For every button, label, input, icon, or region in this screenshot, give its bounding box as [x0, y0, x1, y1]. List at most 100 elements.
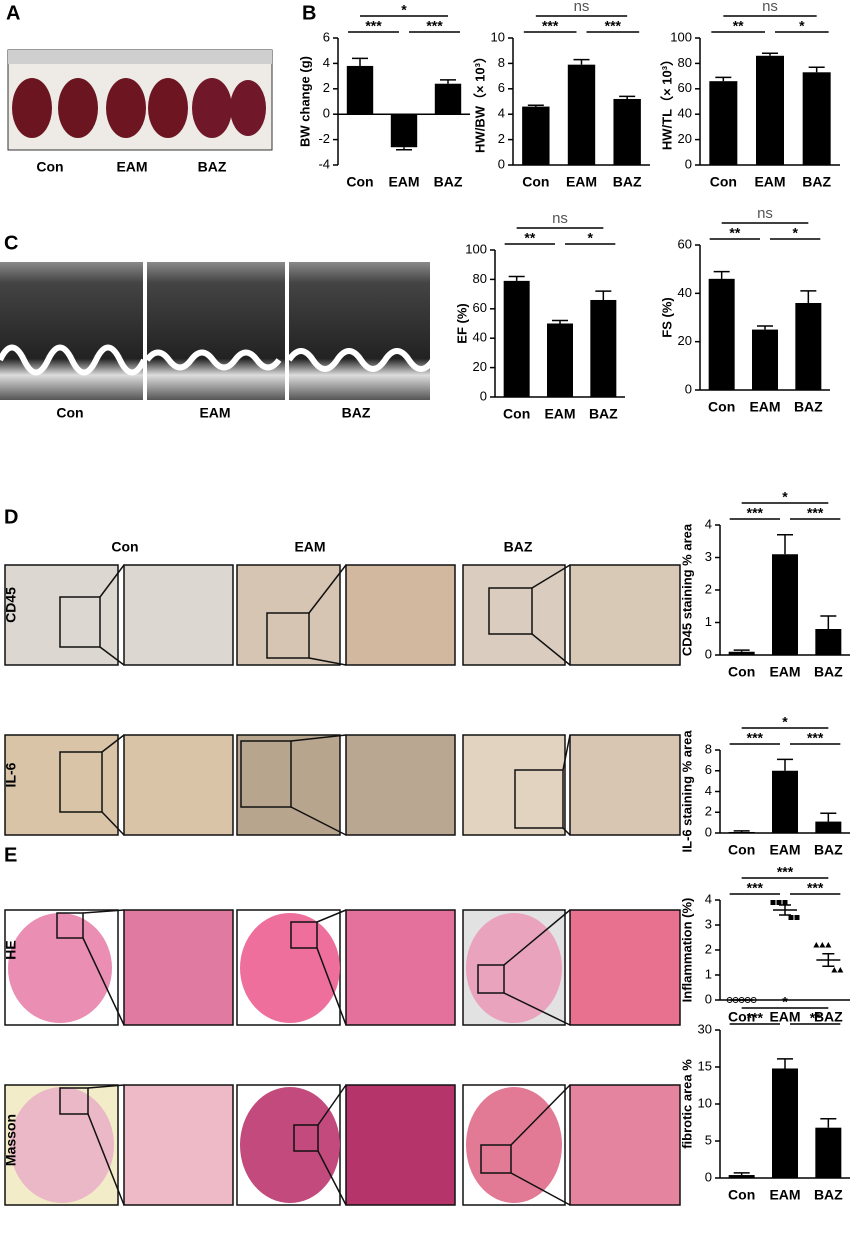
bar: [728, 651, 755, 655]
y-tick-label: 4: [705, 891, 712, 906]
error-bar: [396, 147, 412, 151]
y-tick-label: 60: [473, 300, 487, 315]
significance-label: ***: [807, 880, 824, 896]
bar: [795, 303, 822, 390]
error-bar: [777, 758, 793, 771]
y-tick-label: 0: [685, 156, 692, 171]
panel-letter: A: [6, 2, 20, 24]
error-bar: [822, 953, 835, 967]
error-bar: [508, 275, 525, 281]
y-tick-label: 2: [323, 80, 330, 95]
error-bar: [777, 534, 793, 555]
y-tick-label: 2: [705, 941, 712, 956]
point: [831, 967, 838, 973]
x-tick-label: EAM: [769, 664, 800, 680]
bar: [752, 329, 778, 390]
y-tick-label: 4: [323, 55, 330, 70]
bar: [613, 98, 641, 165]
y-tick-label: 20: [473, 359, 487, 374]
y-tick-label: 2: [498, 131, 505, 146]
row-label: CD45: [3, 587, 19, 623]
significance-label: ***: [605, 18, 622, 34]
x-tick-label: Con: [728, 1009, 755, 1025]
significance-label: *: [782, 489, 788, 505]
x-tick-label: Con: [522, 174, 549, 190]
x-tick-label: BAZ: [434, 174, 463, 190]
bar: [522, 106, 550, 165]
y-tick-label: 2: [705, 804, 712, 819]
error-bar: [713, 270, 730, 279]
y-tick-label: 6: [498, 80, 505, 95]
y-tick-label: 60: [678, 236, 692, 251]
bar: [567, 64, 596, 165]
y-tick-label: 0: [705, 1169, 712, 1184]
bar: [346, 65, 374, 115]
point: [813, 942, 820, 948]
x-tick-label: Con: [728, 1187, 755, 1203]
x-tick-label: BAZ: [794, 399, 823, 415]
point: [825, 942, 832, 948]
error-bar: [820, 615, 837, 629]
y-tick-label: 100: [670, 29, 692, 44]
bar: [547, 323, 573, 397]
bar: [772, 554, 798, 655]
x-tick-label: BAZ: [613, 174, 642, 190]
column-header: BAZ: [504, 539, 533, 555]
significance-label: ns: [574, 0, 590, 15]
significance-label: ns: [757, 205, 773, 222]
y-tick-label: 6: [705, 762, 712, 777]
point: [819, 942, 826, 948]
heart-photo: [7, 49, 273, 151]
image-label: Con: [56, 405, 83, 421]
error-bar: [733, 1172, 750, 1176]
panel-letter: C: [4, 232, 18, 254]
panel-letter: D: [4, 506, 18, 528]
chart: 0 2 4 6 8 10 HW/BW（× 10³） Con EAM BAZ *** *** ns: [472, 0, 650, 190]
x-tick-label: Con: [708, 399, 735, 415]
y-axis-label: EF (%): [454, 303, 469, 343]
y-tick-label: 80: [473, 271, 487, 286]
error-bar: [820, 1118, 837, 1128]
y-tick-label: 0: [498, 156, 505, 171]
y-tick-label: 8: [705, 741, 712, 756]
x-tick-label: BAZ: [814, 1009, 843, 1025]
significance-label: *: [401, 2, 407, 18]
x-tick-label: EAM: [388, 174, 419, 190]
error-bar: [757, 325, 773, 330]
x-tick-label: BAZ: [814, 842, 843, 858]
significance-label: **: [733, 18, 744, 34]
y-tick-label: 0: [480, 388, 487, 403]
panel-letter: B: [302, 2, 316, 24]
error-bar: [715, 76, 732, 82]
error-bar: [762, 52, 778, 56]
y-tick-label: 0: [705, 824, 712, 839]
x-tick-label: BAZ: [589, 406, 618, 422]
row-label: Masson: [3, 1114, 19, 1166]
y-axis-label: HW/BW（× 10³）: [472, 50, 487, 153]
significance-label: ***: [777, 864, 794, 880]
point: [837, 967, 844, 973]
x-tick-label: EAM: [769, 1187, 800, 1203]
x-tick-label: Con: [503, 406, 530, 422]
bar: [728, 831, 755, 833]
point: [770, 900, 776, 905]
significance-label: ***: [747, 1010, 764, 1026]
error-bar: [779, 904, 791, 916]
significance-label: *: [782, 994, 788, 1010]
histology-images: [4, 909, 681, 1206]
x-tick-label: BAZ: [802, 174, 831, 190]
bar: [590, 299, 617, 397]
x-tick-label: EAM: [749, 399, 780, 415]
point: [776, 900, 782, 905]
y-tick-label: 2: [705, 581, 712, 596]
column-header: EAM: [294, 539, 325, 555]
y-tick-label: 40: [473, 330, 487, 345]
image-label: BAZ: [198, 159, 227, 175]
bar: [772, 1068, 798, 1178]
error-bar: [527, 104, 544, 107]
y-tick-label: 100: [465, 241, 487, 256]
bar: [815, 1127, 842, 1178]
